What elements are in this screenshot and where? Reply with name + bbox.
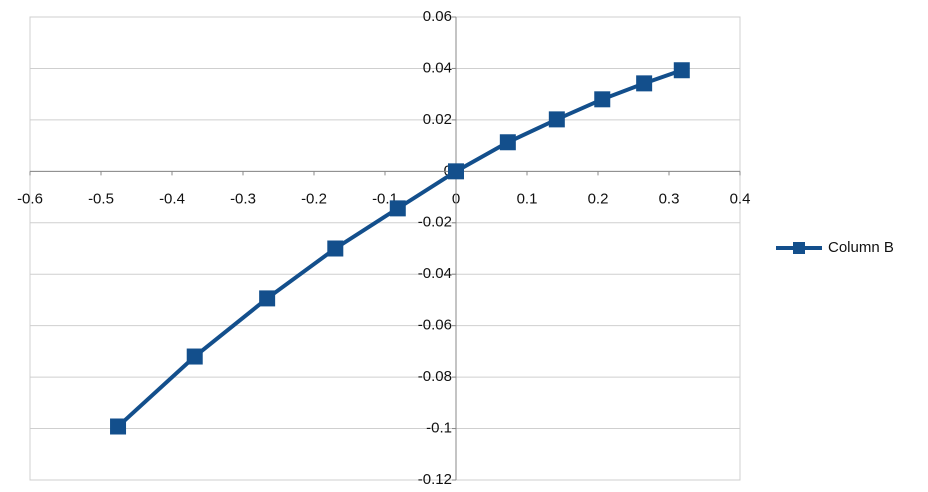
point-marker [673,62,690,79]
y-tick-label: 0.02 [423,111,452,128]
x-tick-label: 0.3 [659,190,680,207]
x-tick-label: 0.4 [730,190,751,207]
series-line [116,68,683,428]
x-tick-label: 0.1 [517,190,538,207]
x-tick-label: -0.4 [159,190,185,207]
x-tick-label: 0.2 [588,190,609,207]
y-tick-label: -0.12 [418,471,452,488]
x-tick-label: -0.6 [17,190,43,207]
y-tick-label: 0 [444,162,452,179]
point-marker [327,240,344,257]
y-tick-label: -0.02 [418,214,452,231]
point-marker [548,111,565,128]
point-marker [110,418,127,435]
point-marker [499,134,516,151]
y-tick-label: -0.08 [418,368,452,385]
legend-label: Column B [828,239,894,256]
point-marker [594,91,611,108]
x-tick-label: -0.3 [230,190,256,207]
point-marker [636,75,653,92]
x-tick-label: -0.5 [88,190,114,207]
point-marker [259,290,276,307]
y-tick-label: -0.04 [418,265,452,282]
point-marker [389,200,406,217]
point-marker [186,348,203,365]
y-tick-label: 0.04 [423,59,452,76]
point-marker [448,163,464,180]
y-tick-label: 0.06 [423,8,452,25]
legend-marker [793,242,805,254]
x-tick-label: -0.2 [301,190,327,207]
y-tick-label: -0.1 [426,420,452,437]
y-tick-label: -0.06 [418,317,452,334]
